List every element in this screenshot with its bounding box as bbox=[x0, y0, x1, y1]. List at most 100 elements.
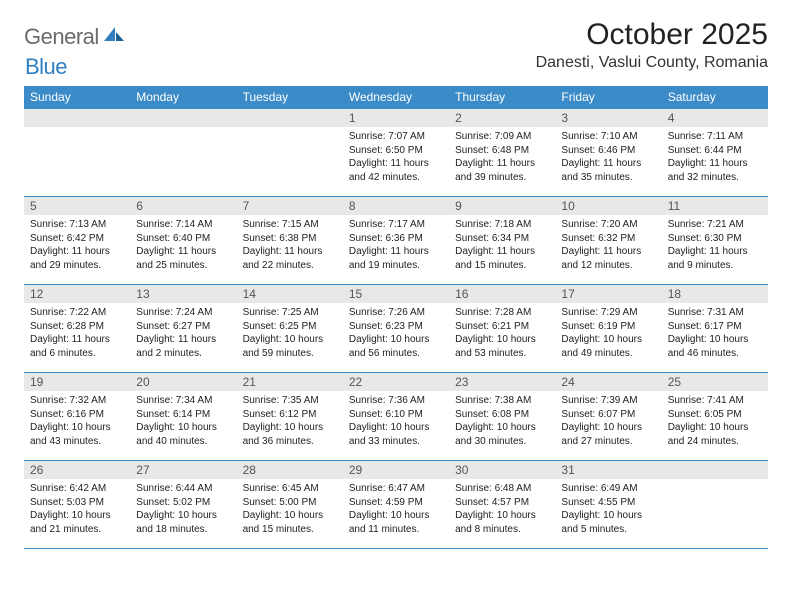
day-details: Sunrise: 7:35 AMSunset: 6:12 PMDaylight:… bbox=[237, 391, 343, 451]
location: Danesti, Vaslui County, Romania bbox=[536, 54, 768, 72]
day-number: 28 bbox=[237, 461, 343, 479]
day-cell: 12Sunrise: 7:22 AMSunset: 6:28 PMDayligh… bbox=[24, 285, 130, 373]
dow-monday: Monday bbox=[130, 86, 236, 109]
day-number: 19 bbox=[24, 373, 130, 391]
day-cell: 4Sunrise: 7:11 AMSunset: 6:44 PMDaylight… bbox=[662, 109, 768, 197]
dow-friday: Friday bbox=[555, 86, 661, 109]
day-number: 13 bbox=[130, 285, 236, 303]
day-cell: 18Sunrise: 7:31 AMSunset: 6:17 PMDayligh… bbox=[662, 285, 768, 373]
day-cell: 22Sunrise: 7:36 AMSunset: 6:10 PMDayligh… bbox=[343, 373, 449, 461]
day-cell: 2Sunrise: 7:09 AMSunset: 6:48 PMDaylight… bbox=[449, 109, 555, 197]
day-cell: 19Sunrise: 7:32 AMSunset: 6:16 PMDayligh… bbox=[24, 373, 130, 461]
day-cell: 11Sunrise: 7:21 AMSunset: 6:30 PMDayligh… bbox=[662, 197, 768, 285]
day-cell: 5Sunrise: 7:13 AMSunset: 6:42 PMDaylight… bbox=[24, 197, 130, 285]
day-details: Sunrise: 7:18 AMSunset: 6:34 PMDaylight:… bbox=[449, 215, 555, 275]
calendar-page: General October 2025 Danesti, Vaslui Cou… bbox=[0, 0, 792, 549]
week-row: 12Sunrise: 7:22 AMSunset: 6:28 PMDayligh… bbox=[24, 285, 768, 373]
logo: General bbox=[24, 24, 127, 50]
day-cell: 31Sunrise: 6:49 AMSunset: 4:55 PMDayligh… bbox=[555, 461, 661, 549]
day-details: Sunrise: 6:49 AMSunset: 4:55 PMDaylight:… bbox=[555, 479, 661, 539]
day-cell: 29Sunrise: 6:47 AMSunset: 4:59 PMDayligh… bbox=[343, 461, 449, 549]
dow-thursday: Thursday bbox=[449, 86, 555, 109]
day-cell: 17Sunrise: 7:29 AMSunset: 6:19 PMDayligh… bbox=[555, 285, 661, 373]
day-cell: 23Sunrise: 7:38 AMSunset: 6:08 PMDayligh… bbox=[449, 373, 555, 461]
day-number: 21 bbox=[237, 373, 343, 391]
day-number: 29 bbox=[343, 461, 449, 479]
day-number: 6 bbox=[130, 197, 236, 215]
day-number: 15 bbox=[343, 285, 449, 303]
day-number: 31 bbox=[555, 461, 661, 479]
day-number-empty bbox=[662, 461, 768, 479]
logo-sail-icon bbox=[103, 26, 125, 49]
day-details: Sunrise: 7:28 AMSunset: 6:21 PMDaylight:… bbox=[449, 303, 555, 363]
day-cell: 9Sunrise: 7:18 AMSunset: 6:34 PMDaylight… bbox=[449, 197, 555, 285]
dow-saturday: Saturday bbox=[662, 86, 768, 109]
title-block: October 2025 Danesti, Vaslui County, Rom… bbox=[536, 18, 768, 72]
day-details: Sunrise: 7:13 AMSunset: 6:42 PMDaylight:… bbox=[24, 215, 130, 275]
day-details: Sunrise: 7:21 AMSunset: 6:30 PMDaylight:… bbox=[662, 215, 768, 275]
day-details: Sunrise: 6:47 AMSunset: 4:59 PMDaylight:… bbox=[343, 479, 449, 539]
day-cell: 25Sunrise: 7:41 AMSunset: 6:05 PMDayligh… bbox=[662, 373, 768, 461]
day-details: Sunrise: 7:22 AMSunset: 6:28 PMDaylight:… bbox=[24, 303, 130, 363]
day-details: Sunrise: 7:39 AMSunset: 6:07 PMDaylight:… bbox=[555, 391, 661, 451]
day-details: Sunrise: 7:14 AMSunset: 6:40 PMDaylight:… bbox=[130, 215, 236, 275]
day-cell: 28Sunrise: 6:45 AMSunset: 5:00 PMDayligh… bbox=[237, 461, 343, 549]
day-cell: 24Sunrise: 7:39 AMSunset: 6:07 PMDayligh… bbox=[555, 373, 661, 461]
day-cell: 1Sunrise: 7:07 AMSunset: 6:50 PMDaylight… bbox=[343, 109, 449, 197]
day-details: Sunrise: 7:34 AMSunset: 6:14 PMDaylight:… bbox=[130, 391, 236, 451]
dow-tuesday: Tuesday bbox=[237, 86, 343, 109]
day-details: Sunrise: 7:24 AMSunset: 6:27 PMDaylight:… bbox=[130, 303, 236, 363]
day-number: 4 bbox=[662, 109, 768, 127]
day-details: Sunrise: 7:10 AMSunset: 6:46 PMDaylight:… bbox=[555, 127, 661, 187]
day-number: 30 bbox=[449, 461, 555, 479]
day-cell: 26Sunrise: 6:42 AMSunset: 5:03 PMDayligh… bbox=[24, 461, 130, 549]
week-row: 5Sunrise: 7:13 AMSunset: 6:42 PMDaylight… bbox=[24, 197, 768, 285]
day-cell: 13Sunrise: 7:24 AMSunset: 6:27 PMDayligh… bbox=[130, 285, 236, 373]
day-number: 8 bbox=[343, 197, 449, 215]
day-cell: 16Sunrise: 7:28 AMSunset: 6:21 PMDayligh… bbox=[449, 285, 555, 373]
day-details: Sunrise: 7:11 AMSunset: 6:44 PMDaylight:… bbox=[662, 127, 768, 187]
day-number: 12 bbox=[24, 285, 130, 303]
day-cell: 20Sunrise: 7:34 AMSunset: 6:14 PMDayligh… bbox=[130, 373, 236, 461]
day-number: 27 bbox=[130, 461, 236, 479]
day-number: 5 bbox=[24, 197, 130, 215]
day-details: Sunrise: 7:32 AMSunset: 6:16 PMDaylight:… bbox=[24, 391, 130, 451]
day-number-empty bbox=[130, 109, 236, 127]
day-details: Sunrise: 7:41 AMSunset: 6:05 PMDaylight:… bbox=[662, 391, 768, 451]
day-cell bbox=[130, 109, 236, 197]
calendar-table: Sunday Monday Tuesday Wednesday Thursday… bbox=[24, 86, 768, 549]
day-number: 20 bbox=[130, 373, 236, 391]
day-number-empty bbox=[24, 109, 130, 127]
day-cell: 21Sunrise: 7:35 AMSunset: 6:12 PMDayligh… bbox=[237, 373, 343, 461]
logo-text-blue: Blue bbox=[25, 54, 67, 79]
day-number: 16 bbox=[449, 285, 555, 303]
day-details: Sunrise: 7:15 AMSunset: 6:38 PMDaylight:… bbox=[237, 215, 343, 275]
day-cell: 14Sunrise: 7:25 AMSunset: 6:25 PMDayligh… bbox=[237, 285, 343, 373]
day-details: Sunrise: 7:25 AMSunset: 6:25 PMDaylight:… bbox=[237, 303, 343, 363]
day-cell bbox=[662, 461, 768, 549]
day-number: 18 bbox=[662, 285, 768, 303]
day-details: Sunrise: 7:20 AMSunset: 6:32 PMDaylight:… bbox=[555, 215, 661, 275]
day-number: 14 bbox=[237, 285, 343, 303]
day-cell: 6Sunrise: 7:14 AMSunset: 6:40 PMDaylight… bbox=[130, 197, 236, 285]
day-cell: 7Sunrise: 7:15 AMSunset: 6:38 PMDaylight… bbox=[237, 197, 343, 285]
day-cell: 3Sunrise: 7:10 AMSunset: 6:46 PMDaylight… bbox=[555, 109, 661, 197]
day-details: Sunrise: 6:45 AMSunset: 5:00 PMDaylight:… bbox=[237, 479, 343, 539]
day-details: Sunrise: 7:31 AMSunset: 6:17 PMDaylight:… bbox=[662, 303, 768, 363]
day-cell: 8Sunrise: 7:17 AMSunset: 6:36 PMDaylight… bbox=[343, 197, 449, 285]
day-number: 17 bbox=[555, 285, 661, 303]
day-cell bbox=[24, 109, 130, 197]
day-details: Sunrise: 7:36 AMSunset: 6:10 PMDaylight:… bbox=[343, 391, 449, 451]
day-cell: 27Sunrise: 6:44 AMSunset: 5:02 PMDayligh… bbox=[130, 461, 236, 549]
day-number: 7 bbox=[237, 197, 343, 215]
day-details: Sunrise: 7:07 AMSunset: 6:50 PMDaylight:… bbox=[343, 127, 449, 187]
week-row: 19Sunrise: 7:32 AMSunset: 6:16 PMDayligh… bbox=[24, 373, 768, 461]
month-title: October 2025 bbox=[536, 18, 768, 52]
day-number: 1 bbox=[343, 109, 449, 127]
week-row: 26Sunrise: 6:42 AMSunset: 5:03 PMDayligh… bbox=[24, 461, 768, 549]
day-details: Sunrise: 6:44 AMSunset: 5:02 PMDaylight:… bbox=[130, 479, 236, 539]
dow-wednesday: Wednesday bbox=[343, 86, 449, 109]
day-details: Sunrise: 7:09 AMSunset: 6:48 PMDaylight:… bbox=[449, 127, 555, 187]
day-number: 11 bbox=[662, 197, 768, 215]
day-details: Sunrise: 7:29 AMSunset: 6:19 PMDaylight:… bbox=[555, 303, 661, 363]
